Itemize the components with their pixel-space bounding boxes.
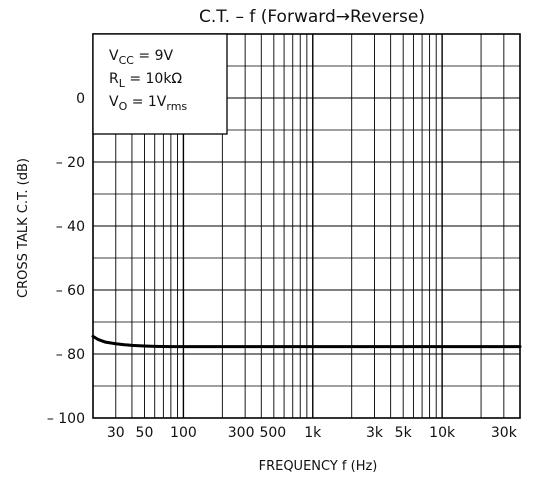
- y-tick-label-1: – 20: [56, 155, 85, 171]
- chart-title: C.T. – f (Forward→Reverse): [199, 7, 425, 27]
- y-axis-label: CROSS TALK C.T. (dB): [16, 158, 31, 298]
- y-tick-label-5: – 100: [47, 411, 85, 427]
- x-tick-label-3: 300: [228, 425, 255, 441]
- y-tick-label-0: 0: [76, 91, 85, 107]
- x-tick-label-1: 50: [136, 425, 154, 441]
- x-tick-label-0: 30: [107, 425, 125, 441]
- x-tick-label-9: 30k: [491, 425, 518, 441]
- x-tick-label-2: 100: [170, 425, 197, 441]
- y-tick-labels: 0 – 20 – 40 – 60 – 80 – 100: [47, 91, 85, 427]
- x-tick-label-7: 5k: [395, 425, 413, 441]
- x-tick-label-4: 500: [259, 425, 286, 441]
- y-tick-label-2: – 40: [56, 219, 85, 235]
- x-tick-label-8: 10k: [429, 425, 456, 441]
- y-tick-label-4: – 80: [56, 347, 85, 363]
- x-tick-label-5: 1k: [304, 425, 322, 441]
- x-axis-label: FREQUENCY f (Hz): [259, 459, 378, 474]
- x-tick-labels: 30 50 100 300 500 1k 3k 5k 10k 30k: [107, 425, 518, 441]
- y-tick-label-3: – 60: [56, 283, 85, 299]
- x-tick-label-6: 3k: [366, 425, 384, 441]
